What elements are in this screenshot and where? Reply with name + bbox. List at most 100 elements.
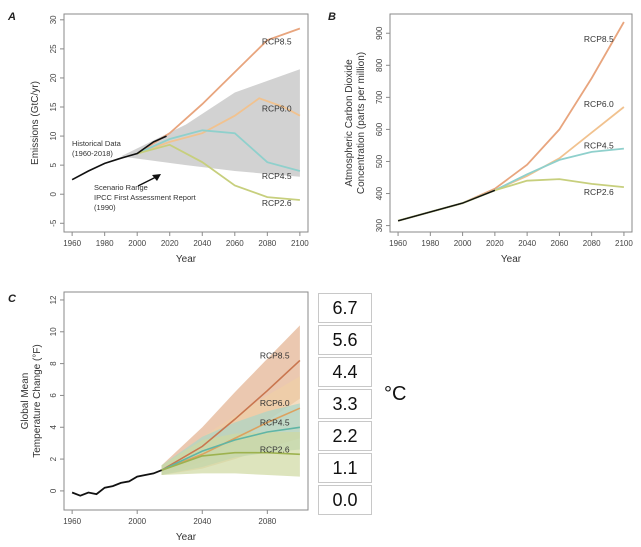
- y-tick-label: 12: [49, 295, 58, 304]
- x-tick-label: 1960: [63, 239, 81, 248]
- uncertainty-band: [161, 325, 300, 475]
- y-tick-label: 10: [49, 327, 58, 336]
- y-tick-label: 900: [375, 26, 384, 40]
- x-axis-title: Year: [501, 254, 522, 265]
- x-tick-label: 2080: [258, 517, 276, 526]
- y-tick-label: 25: [49, 44, 58, 53]
- y-tick-label: 10: [49, 131, 58, 140]
- x-tick-label: 2060: [551, 239, 569, 248]
- x-tick-label: 1960: [389, 239, 407, 248]
- series-label: RCP8.5: [584, 34, 614, 44]
- y-tick-label: 400: [375, 186, 384, 200]
- y-tick-label: 300: [375, 218, 384, 232]
- series-line: [161, 451, 300, 471]
- uncertainty-band: [161, 432, 300, 477]
- plot-frame: [389, 13, 633, 233]
- celsius-unit-label: °C: [384, 383, 407, 405]
- historical-line: [397, 189, 496, 222]
- x-tick-label: 1980: [421, 239, 439, 248]
- x-axis-title: Year: [176, 532, 197, 543]
- celsius-value-box: 0.0: [318, 485, 372, 515]
- y-tick-label: 30: [49, 15, 58, 24]
- scenario-range-annotation: IPCC First Assessment Report: [94, 193, 197, 202]
- celsius-value-box: 2.2: [318, 421, 372, 451]
- y-axis-title: Temperature Change (°F): [32, 344, 43, 458]
- plot-frame: [63, 291, 309, 511]
- x-tick-label: 2040: [518, 239, 536, 248]
- y-tick-label: 800: [375, 58, 384, 72]
- series-label: RCP8.5: [260, 350, 290, 360]
- x-tick-label: 2080: [258, 239, 276, 248]
- emissions-chart: A 1960 1980 2000 2020 2040 2060 2080 2100 -5 0 5 10 1…: [7, 11, 309, 265]
- series-line: [136, 143, 300, 201]
- temperature-change-chart: C 1960 2000 2040 2080 0 2 4 6 8 10 12 Year Global Mea…: [8, 291, 309, 543]
- y-tick-label: -5: [49, 219, 58, 227]
- historical-data-annotation: (1960-2018): [72, 149, 113, 158]
- celsius-value-box: 5.6: [318, 325, 372, 355]
- scenario-range-annotation: (1990): [94, 203, 116, 212]
- series-line: [136, 129, 301, 172]
- series-label: RCP4.5: [584, 141, 614, 151]
- y-tick-label: 20: [49, 73, 58, 82]
- series-label: RCP6.0: [262, 104, 292, 114]
- series-label: RCP2.6: [262, 198, 292, 208]
- y-tick-label: 2: [49, 456, 58, 461]
- series-line: [161, 407, 301, 471]
- series-line: [397, 178, 624, 222]
- x-tick-label: 1980: [96, 239, 114, 248]
- panel-label: A: [7, 11, 16, 23]
- x-tick-label: 2040: [193, 239, 211, 248]
- celsius-value-box: 3.3: [318, 389, 372, 419]
- series-label: RCP2.6: [584, 187, 614, 197]
- scenario-range-annotation: Scenario Range: [94, 183, 148, 192]
- series-line: [136, 97, 301, 155]
- y-tick-label: 5: [49, 162, 58, 167]
- series-label: RCP4.5: [260, 417, 290, 427]
- y-tick-label: 6: [49, 393, 58, 398]
- x-tick-label: 2020: [161, 239, 179, 248]
- y-tick-label: 600: [375, 122, 384, 136]
- x-tick-label: 2100: [615, 239, 633, 248]
- panel-label: B: [328, 11, 336, 23]
- y-tick-label: 700: [375, 90, 384, 104]
- x-tick-label: 1960: [63, 517, 81, 526]
- y-tick-label: 8: [49, 361, 58, 366]
- x-tick-label: 2100: [291, 239, 309, 248]
- annotation-arrowhead: [152, 174, 161, 181]
- series-label: RCP6.0: [260, 398, 290, 408]
- panel-label: C: [8, 293, 17, 305]
- scenario-range-band: [120, 69, 300, 177]
- series-line: [397, 106, 625, 222]
- x-tick-label: 2000: [128, 239, 146, 248]
- y-tick-label: 0: [49, 488, 58, 493]
- series-line: [71, 469, 162, 497]
- y-tick-label: 15: [49, 102, 58, 111]
- x-tick-label: 2020: [486, 239, 504, 248]
- y-tick-label: 0: [49, 191, 58, 196]
- plot-frame: [63, 13, 309, 233]
- y-axis-title: Atmospheric Carbon Dioxide: [344, 59, 355, 187]
- x-tick-label: 2040: [193, 517, 211, 526]
- co2-concentration-chart: B 1960 1980 2000 2020 2040 2060 2080 2100 300 400 5…: [328, 11, 633, 265]
- x-tick-label: 2060: [226, 239, 244, 248]
- y-tick-label: 500: [375, 154, 384, 168]
- series-line: [161, 426, 301, 471]
- x-axis-title: Year: [176, 254, 197, 265]
- y-tick-label: 4: [49, 424, 58, 429]
- x-tick-label: 2000: [454, 239, 472, 248]
- y-axis-title: Emissions (GtC/yr): [30, 81, 41, 165]
- series-label: RCP8.5: [262, 37, 292, 47]
- series-label: RCP2.6: [260, 444, 290, 454]
- y-axis-title: Concentration (parts per million): [356, 52, 367, 194]
- x-tick-label: 2080: [583, 239, 601, 248]
- celsius-value-box: 6.7: [318, 293, 372, 323]
- series-label: RCP6.0: [584, 99, 614, 109]
- series-line: [71, 135, 167, 181]
- celsius-value-box: 1.1: [318, 453, 372, 483]
- historical-data-annotation: Historical Data: [72, 139, 122, 148]
- series-line: [161, 359, 301, 471]
- series-label: RCP4.5: [262, 171, 292, 181]
- x-tick-label: 2000: [128, 517, 146, 526]
- y-axis-title: Global Mean: [20, 373, 31, 430]
- celsius-value-box: 4.4: [318, 357, 372, 387]
